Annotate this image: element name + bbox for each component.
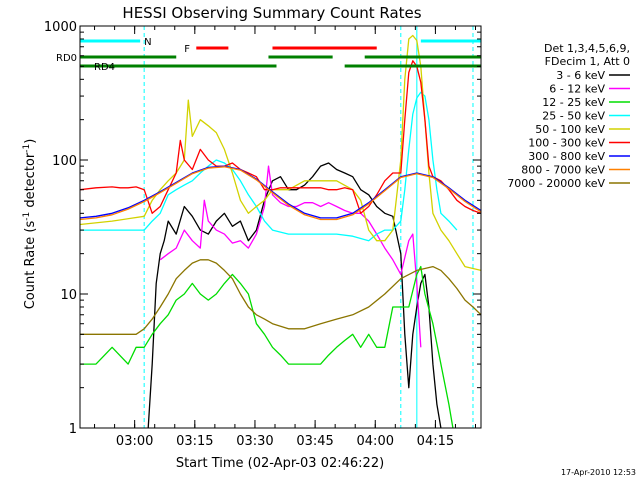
x-tick-label: 04:00 (357, 434, 394, 449)
legend-entry-label: 300 - 800 keV (528, 150, 605, 163)
flag-rd0: RD0 (56, 53, 481, 64)
plot-area: N F RD0 RD4 1 10 100 1000 03:00 03:15 03:30 03:45 04… (44, 20, 482, 449)
flag-label-rd4: RD4 (94, 62, 115, 73)
legend-entry-label: 50 - 100 keV (535, 123, 605, 136)
y-tick-label: 1 (69, 422, 77, 437)
legend: Det 1,3,4,5,6,9, FDecim 1, Att 0 3 - 6 k… (507, 42, 630, 190)
series-line-300-800-kev (79, 165, 482, 219)
flag-label-n: N (144, 37, 151, 48)
legend-entry-label: 12 - 25 keV (542, 96, 605, 109)
y-tick-label: 1000 (44, 20, 77, 35)
legend-header-line-2: FDecim 1, Att 0 (545, 55, 630, 68)
legend-header-line-1: Det 1,3,4,5,6,9, (544, 42, 630, 55)
series-line-800-7000-kev (79, 166, 482, 221)
x-tick-label: 03:15 (176, 434, 213, 449)
y-axis-label-text-3: ) (23, 139, 38, 144)
x-tick-label: 03:30 (236, 434, 273, 449)
x-tick-label: 04:15 (417, 434, 454, 449)
legend-entry-label: 6 - 12 keV (549, 83, 605, 96)
legend-entry-label: 100 - 300 keV (528, 137, 605, 150)
series-line-7000-20000-kev (80, 259, 482, 335)
chart-title: HESSI Observing Summary Count Rates (122, 4, 421, 22)
flag-n: N (80, 37, 481, 48)
legend-entry-label: 25 - 50 keV (542, 110, 605, 123)
series-line-6-12-kev (159, 165, 422, 348)
flag-label-rd0: RD0 (56, 53, 77, 64)
legend-entry-label: 800 - 7000 keV (521, 164, 605, 177)
series-line-100-300-kev (79, 60, 482, 214)
flag-label-f: F (184, 44, 190, 55)
legend-entry-label: 3 - 6 keV (556, 69, 605, 82)
x-tick-label: 03:45 (296, 434, 333, 449)
flag-f: F (184, 44, 377, 55)
series-line-3-6-kev (147, 162, 442, 429)
series-line-12-25-kev (80, 265, 454, 429)
footer-timestamp: 17-Apr-2010 12:53 (561, 468, 636, 477)
x-tick-label: 03:00 (116, 434, 153, 449)
y-axis-label-text-1: Count Rate (s (23, 221, 38, 310)
y-axis-label-exp-1: -1 (22, 212, 32, 221)
y-tick-label: 100 (52, 154, 77, 169)
x-axis-label: Start Time (02-Apr-03 02:46:22) (176, 456, 384, 471)
flag-rd4: RD4 (80, 62, 481, 73)
y-axis-label: Count Rate (s-1 detector-1) (22, 139, 38, 310)
legend-entry-label: 7000 - 20000 keV (507, 177, 605, 190)
y-axis-label-exp-2: -1 (22, 144, 32, 153)
plot-frame (79, 25, 482, 429)
y-tick-label: 10 (60, 288, 77, 303)
y-axis-label-text-2: detector (23, 152, 38, 212)
series-line-50-100-kev (79, 34, 482, 272)
